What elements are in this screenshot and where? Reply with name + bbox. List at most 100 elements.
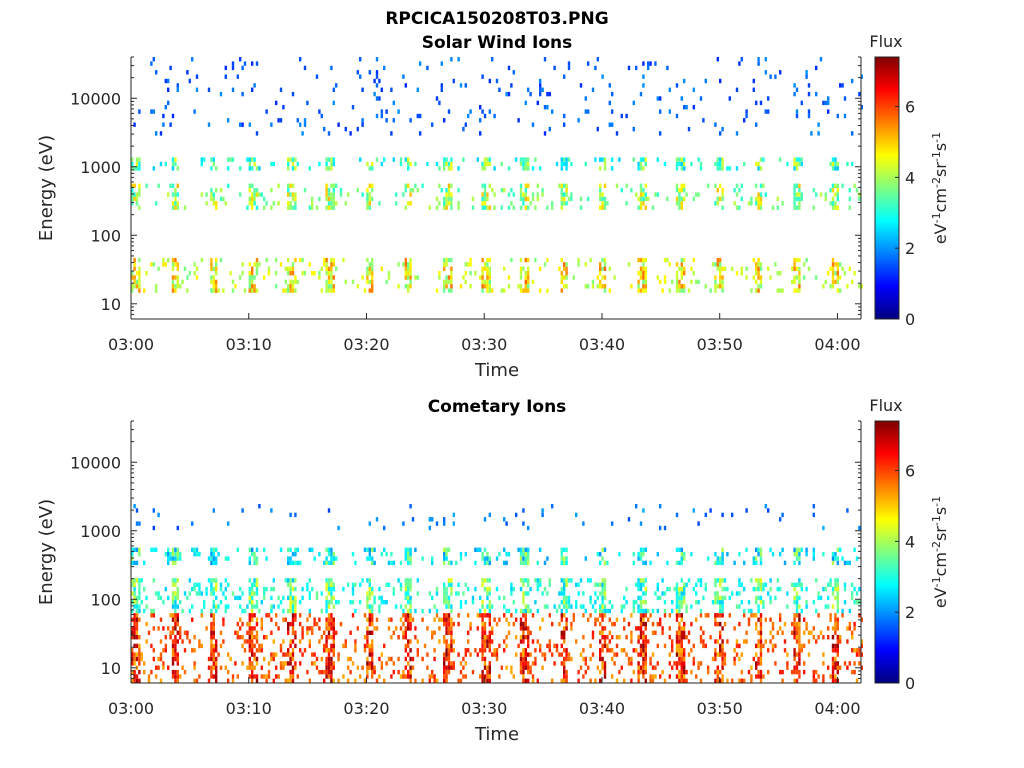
colorbar-tick-label: 0 <box>905 310 915 329</box>
spectrogram-cell <box>368 196 371 202</box>
spectrogram-cell <box>836 591 839 596</box>
spectrogram-cell <box>222 591 225 596</box>
spectrogram-cell <box>695 279 698 285</box>
spectrogram-cell <box>207 678 211 683</box>
spectrogram-cell <box>282 639 285 644</box>
spectrogram-cell <box>743 560 746 566</box>
spectrogram-cell <box>402 635 405 640</box>
spectrogram-cell <box>450 608 453 614</box>
spectrogram-cell <box>807 83 811 88</box>
spectrogram-cell <box>685 604 688 609</box>
spectrogram-cell <box>723 595 727 601</box>
spectrogram-cell <box>527 161 530 167</box>
spectrogram-cell <box>709 288 712 293</box>
spectrogram-cell <box>265 613 268 618</box>
spectrogram-cell <box>421 556 424 561</box>
spectrogram-cell <box>445 626 448 631</box>
spectrogram-cell <box>812 678 815 683</box>
spectrogram-cell <box>704 586 707 592</box>
spectrogram-cell <box>579 196 583 202</box>
spectrogram-cell <box>277 118 280 123</box>
spectrogram-cell <box>371 166 374 171</box>
spectrogram-cell <box>371 613 374 618</box>
spectrogram-cell <box>683 595 686 601</box>
spectrogram-cell <box>258 648 261 653</box>
spectrogram-cell <box>512 70 515 75</box>
spectrogram-cell <box>488 512 491 518</box>
spectrogram-cell <box>800 582 803 587</box>
spectrogram-cell <box>798 669 801 675</box>
spectrogram-cell <box>507 284 511 289</box>
spectrogram-cell <box>301 131 304 136</box>
spectrogram-cell <box>212 626 215 631</box>
spectrogram-cell <box>695 582 698 587</box>
spectrogram-cell <box>409 192 412 197</box>
spectrogram-cell <box>515 635 518 640</box>
spectrogram-cell <box>131 271 134 276</box>
spectrogram-cell <box>246 639 249 644</box>
spectrogram-cell <box>366 630 369 635</box>
spectrogram-cell <box>291 205 295 210</box>
spectrogram-cell <box>827 635 830 640</box>
spectrogram-cell <box>599 582 602 587</box>
spectrogram-cell <box>680 604 683 609</box>
spectrogram-cell <box>366 547 369 552</box>
spectrogram-cell <box>440 617 443 622</box>
spectrogram-cell <box>414 183 417 188</box>
spectrogram-cell <box>522 266 525 271</box>
spectrogram-cell <box>385 118 388 123</box>
spectrogram-cell <box>291 595 295 601</box>
spectrogram-cell <box>543 604 547 609</box>
spectrogram-cell <box>303 648 307 653</box>
spectrogram-cell <box>404 271 407 276</box>
spectrogram-cell <box>279 262 283 267</box>
spectrogram-cell <box>615 635 619 640</box>
spectrogram-cell <box>675 595 679 601</box>
spectrogram-cell <box>200 161 203 167</box>
spectrogram-cell <box>332 630 335 635</box>
spectrogram-cell <box>447 196 451 202</box>
spectrogram-cell <box>409 279 412 285</box>
spectrogram-cell <box>642 552 645 557</box>
spectrogram-cell <box>611 648 614 653</box>
spectrogram-cell <box>495 78 499 84</box>
spectrogram-cell <box>803 669 806 675</box>
spectrogram-cell <box>522 201 525 206</box>
spectrogram-cell <box>800 586 803 592</box>
spectrogram-cell <box>399 604 403 609</box>
spectrogram-cell <box>222 639 225 644</box>
spectrogram-cell <box>683 635 686 640</box>
spectrogram-cell <box>692 105 695 110</box>
spectrogram-cell <box>519 652 523 657</box>
spectrogram-cell <box>507 630 511 635</box>
spectrogram-cell <box>824 196 827 202</box>
spectrogram-cell <box>143 560 146 566</box>
spectrogram-cell <box>443 560 446 566</box>
spectrogram-cell <box>215 678 218 683</box>
spectrogram-cell <box>174 205 177 210</box>
spectrogram-cell <box>195 74 199 79</box>
spectrogram-cell <box>815 639 818 644</box>
spectrogram-cell <box>459 83 463 88</box>
spectrogram-cell <box>445 643 448 649</box>
spectrogram-cell <box>735 643 739 649</box>
spectrogram-cell <box>527 196 530 202</box>
spectrogram-cell <box>637 604 640 609</box>
spectrogram-cell <box>757 582 760 587</box>
spectrogram-cell <box>193 635 196 640</box>
spectrogram-cell <box>414 635 417 640</box>
spectrogram-cell <box>181 639 184 644</box>
spectrogram-cell <box>143 661 146 666</box>
spectrogram-cell <box>524 617 527 622</box>
spectrogram-cell <box>467 262 470 267</box>
spectrogram-cell <box>145 271 148 276</box>
spectrogram-cell <box>236 595 239 601</box>
spectrogram-cell <box>539 288 542 293</box>
spectrogram-cell <box>447 161 451 167</box>
spectrogram-cell <box>740 582 743 587</box>
spectrogram-cell <box>306 100 309 106</box>
spectrogram-cell <box>798 613 801 618</box>
spectrogram-cell <box>330 262 333 267</box>
spectrogram-cell <box>620 188 623 193</box>
spectrogram-cell <box>678 661 681 666</box>
